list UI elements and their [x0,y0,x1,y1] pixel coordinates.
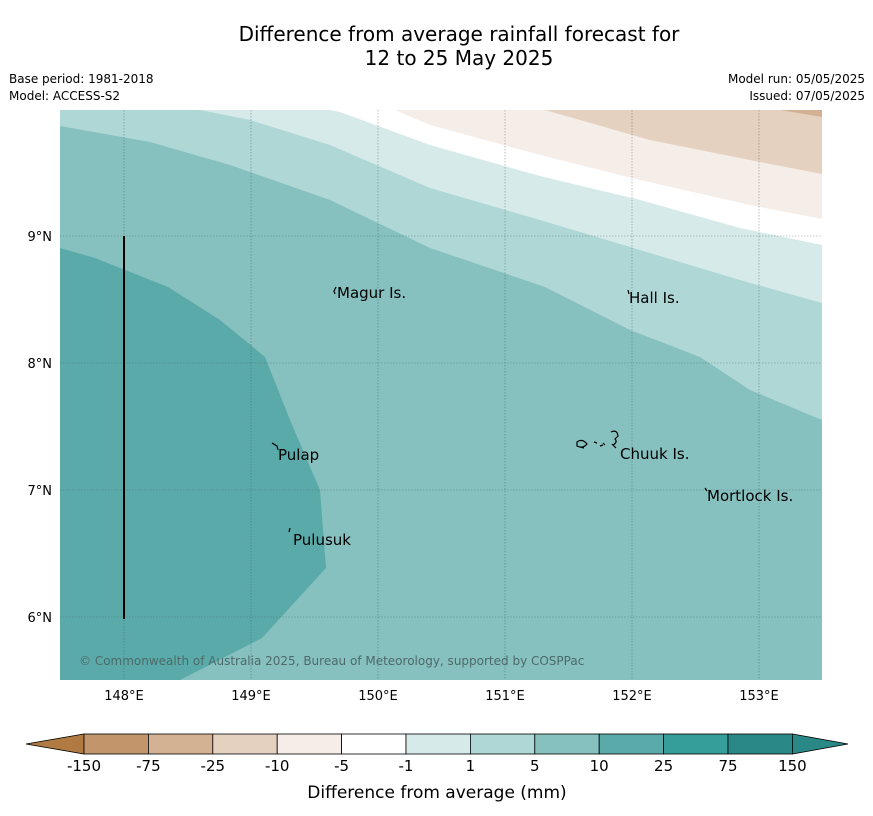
place-label-pulap: Pulap [278,446,319,464]
copyright-notice: © Commonwealth of Australia 2025, Bureau… [79,654,584,668]
colorbar-tick-label: 10 [590,757,609,775]
x-axis-ticks: 148°E 149°E 150°E 151°E 152°E 153°E [104,689,779,704]
place-label-hall: Hall Is. [629,289,680,307]
base-period-text: Base period: 1981-2018 [9,72,154,86]
band-minus10-to-minus5 [545,110,822,174]
colorbar-tick-label: 1 [466,757,476,775]
y-axis-ticks: 9°N 8°N 7°N 6°N [28,230,53,626]
hall-island-shape [627,289,630,295]
colorbar-tick-label: 75 [718,757,737,775]
y-tick-label: 9°N [28,230,53,245]
x-tick-label: 149°E [231,689,271,704]
x-tick-label: 151°E [485,689,525,704]
y-tick-label: 6°N [28,611,53,626]
colorbar-extend-high [792,733,849,755]
model-run-text: Model run: 05/05/2025 [727,72,865,86]
contour-fill-layer [60,110,822,680]
issue-info: Model run: 05/05/2025 Issued: 07/05/2025 [728,71,865,105]
pulusuk-island-shape [288,527,291,533]
x-tick-label: 148°E [104,689,144,704]
model-name-text: Model: ACCESS-S2 [9,89,121,103]
pulap-island-shape [271,442,279,451]
colorbar-tick-label: -25 [201,757,226,775]
mortlock-island-shape [704,487,708,492]
band-minus25-to-minus10 [780,110,822,117]
colorbar-segment [663,733,729,755]
x-tick-label: 153°E [739,689,779,704]
magur-island-shape [333,286,337,295]
island-markers [271,286,708,533]
place-label-mortlock: Mortlock Is. [707,487,793,505]
colorbar-tick-label: -75 [136,757,161,775]
colorbar-segment [341,733,407,755]
chuuk-lagoon-islands [576,430,619,449]
colorbar-segment [147,733,214,755]
colorbar-extend-low [25,733,85,755]
issued-text: Issued: 07/05/2025 [749,89,865,103]
colorbar-legend: -150 -75 -25 -10 -5 -1 1 5 10 25 75 150 Difference … [25,733,849,803]
colorbar-segments [25,733,849,755]
y-tick-label: 8°N [28,357,53,372]
colorbar-tick-label: 25 [654,757,673,775]
colorbar-segment [212,733,278,755]
colorbar-tick-label: -1 [399,757,414,775]
place-label-magur: Magur Is. [337,284,406,302]
band-25-to-75 [60,248,326,680]
colorbar-title: Difference from average (mm) [307,783,566,803]
colorbar-segment [405,733,471,755]
colorbar-tick-label: 5 [530,757,540,775]
place-label-pulusuk: Pulusuk [293,531,351,549]
title-line-1: Difference from average rainfall forecas… [238,22,680,46]
colorbar-segment [469,733,536,755]
colorbar-segment [276,733,343,755]
colorbar-segment [598,733,665,755]
colorbar-segment [727,733,793,755]
colorbar-segment [534,733,600,755]
place-labels: Magur Is. Hall Is. Pulap Chuuk Is. Mortl… [278,284,793,549]
colorbar-tick-label: 150 [778,757,807,775]
title-line-2: 12 to 25 May 2025 [364,46,554,70]
colorbar-tick-label: -150 [67,757,101,775]
colorbar-segment [83,733,149,755]
y-tick-label: 7°N [28,484,53,499]
place-label-chuuk: Chuuk Is. [620,445,689,463]
x-tick-label: 150°E [358,689,398,704]
colorbar-tick-label: -5 [334,757,349,775]
map-title: Difference from average rainfall forecas… [0,22,873,70]
colorbar-tick-labels: -150 -75 -25 -10 -5 -1 1 5 10 25 75 150 [67,757,807,775]
x-tick-label: 152°E [612,689,652,704]
colorbar-tick-label: -10 [265,757,290,775]
model-info: Base period: 1981-2018 Model: ACCESS-S2 [9,71,154,105]
